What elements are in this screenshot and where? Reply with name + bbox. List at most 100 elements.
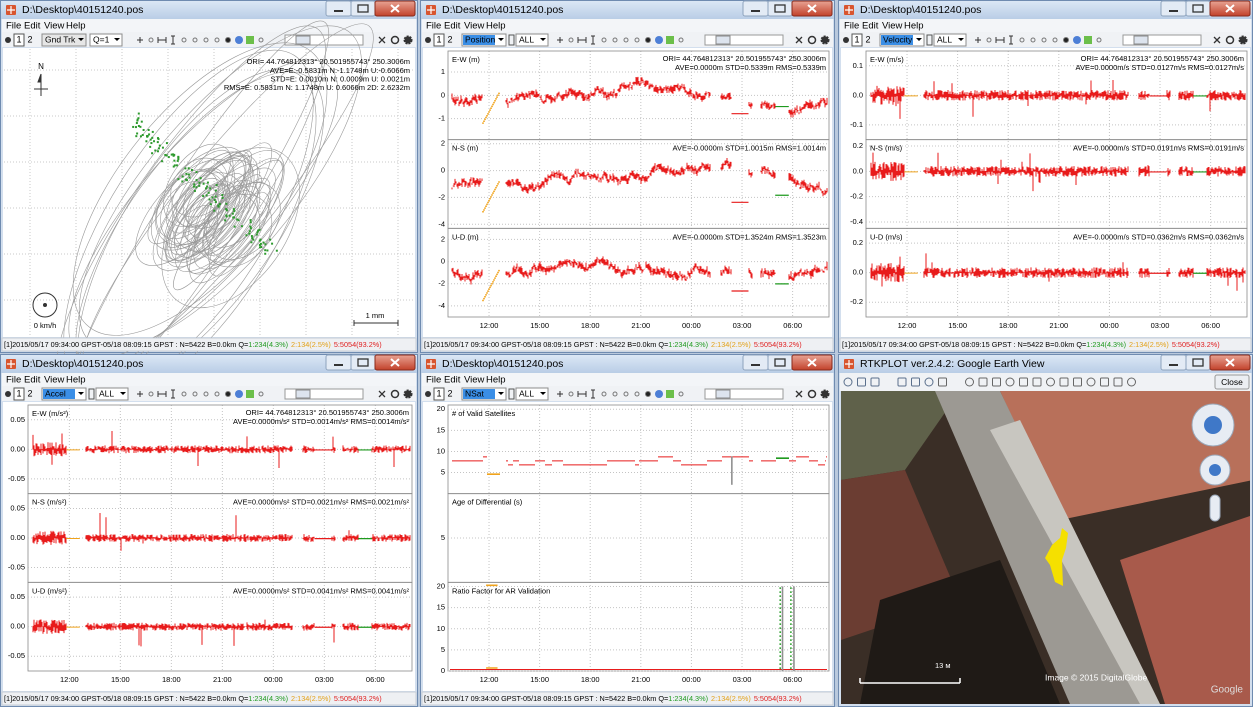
track-point	[215, 201, 217, 203]
track-point	[229, 215, 231, 217]
menu-item[interactable]: File	[426, 375, 441, 386]
tool-icon[interactable]	[655, 36, 663, 44]
tool-icon[interactable]	[226, 38, 231, 43]
panel-label: N-S (m/s)	[870, 144, 903, 153]
y-tick-label: 2	[441, 234, 445, 243]
options-icon[interactable]	[1240, 37, 1247, 44]
plot-type: Position	[465, 34, 496, 44]
tool-icon[interactable]	[655, 390, 663, 398]
maximize-button[interactable]	[768, 1, 792, 16]
menu-item[interactable]: Edit	[24, 375, 41, 386]
tool-icon[interactable]	[1084, 36, 1092, 44]
options-icon[interactable]	[822, 391, 829, 398]
tool-icon[interactable]	[666, 390, 674, 398]
radio-button[interactable]	[5, 37, 11, 43]
solution: ALL	[519, 34, 534, 44]
menu-item[interactable]: Help	[486, 21, 506, 32]
y-tick-label: 15	[437, 425, 445, 434]
tool-icon[interactable]	[235, 36, 243, 44]
y-tick-label: 0	[441, 666, 445, 675]
radio-button[interactable]	[425, 391, 431, 397]
statistics: AVE=0.0000m/s STD=0.0127m/s RMS=0.0127m/…	[1076, 63, 1245, 72]
menu-item[interactable]: View	[882, 21, 903, 32]
menu-item[interactable]: File	[6, 375, 21, 386]
maximize-button[interactable]	[1186, 355, 1210, 370]
nav-center-2[interactable]	[1209, 464, 1221, 476]
minimize-button[interactable]	[326, 355, 351, 370]
minimize-button[interactable]	[743, 1, 768, 16]
menu-item[interactable]: Edit	[862, 21, 879, 32]
y-tick-label: -0.2	[850, 192, 863, 201]
y-tick-label: -0.05	[8, 563, 25, 572]
tool-icon[interactable]	[646, 38, 651, 43]
tool-icon[interactable]	[1073, 36, 1081, 44]
zoom-slider[interactable]	[1210, 495, 1220, 521]
menu-item[interactable]: Help	[486, 375, 506, 386]
menu-item[interactable]: Help	[904, 21, 924, 32]
radio-button[interactable]	[5, 391, 11, 397]
time-slider-thumb	[296, 390, 310, 398]
frame-2[interactable]: 2	[447, 388, 452, 398]
tool-icon[interactable]	[235, 390, 243, 398]
track-point	[177, 156, 179, 158]
x-tick-label: 12:00	[60, 675, 79, 684]
panel-label: U-D (m)	[452, 232, 479, 241]
options-icon[interactable]	[405, 391, 412, 398]
minimize-button[interactable]	[326, 1, 351, 16]
maximize-button[interactable]	[1186, 1, 1210, 16]
track-point	[154, 149, 156, 151]
track-point	[250, 241, 252, 243]
menu-item[interactable]: Edit	[24, 21, 41, 32]
plot-area	[423, 48, 832, 337]
tool-icon[interactable]	[646, 392, 651, 397]
menu-item[interactable]: View	[464, 375, 485, 386]
trace-green	[1194, 273, 1206, 274]
track-point	[135, 135, 137, 137]
frame-2[interactable]: 2	[865, 34, 870, 44]
tool-icon[interactable]	[1064, 38, 1069, 43]
track-point	[276, 250, 278, 252]
tool-icon[interactable]	[246, 36, 254, 44]
maximize-button[interactable]	[351, 355, 375, 370]
track-point	[143, 129, 145, 131]
track-point	[215, 196, 217, 198]
status-prefix: [1]2015/05/17 09:34:00 GPST-05/18 08:09:…	[4, 340, 248, 349]
options-icon[interactable]	[405, 37, 412, 44]
track-point	[213, 210, 215, 212]
tool-icon[interactable]	[246, 390, 254, 398]
tool-icon[interactable]	[666, 36, 674, 44]
menu-item[interactable]: Help	[66, 375, 86, 386]
y-tick-label: 0.1	[853, 61, 863, 70]
tool-icon[interactable]	[226, 392, 231, 397]
menu-item[interactable]: View	[44, 375, 65, 386]
minimize-button[interactable]	[1161, 355, 1186, 370]
minimize-button[interactable]	[743, 355, 768, 370]
track-point	[136, 132, 138, 134]
frame-2[interactable]: 2	[27, 388, 32, 398]
minimize-button[interactable]	[1161, 1, 1186, 16]
track-point	[158, 138, 160, 140]
menu-item[interactable]: View	[464, 21, 485, 32]
window: RTKPLOT ver.2.4.2: Google Earth ViewClos…	[839, 355, 1253, 707]
menu-item[interactable]: Edit	[444, 375, 461, 386]
menu-item[interactable]: File	[844, 21, 859, 32]
menu-item[interactable]: File	[6, 21, 21, 32]
track-point	[150, 139, 152, 141]
radio-button[interactable]	[425, 37, 431, 43]
track-point	[158, 147, 160, 149]
menu-item[interactable]: File	[426, 21, 441, 32]
menu-item[interactable]: View	[44, 21, 65, 32]
options-icon[interactable]	[822, 37, 829, 44]
frame-2[interactable]: 2	[447, 34, 452, 44]
track-point	[251, 237, 253, 239]
plot-type: Accel	[45, 388, 66, 398]
menu-item[interactable]: Help	[66, 21, 86, 32]
maximize-button[interactable]	[768, 355, 792, 370]
radio-button[interactable]	[843, 37, 849, 43]
nav-center[interactable]	[1204, 416, 1222, 434]
maximize-button[interactable]	[351, 1, 375, 16]
frame-2[interactable]: 2	[27, 34, 32, 44]
origin: ORI= 44.764812313° 20.501955743° 250.300…	[663, 54, 826, 63]
track-point	[141, 121, 143, 123]
menu-item[interactable]: Edit	[444, 21, 461, 32]
